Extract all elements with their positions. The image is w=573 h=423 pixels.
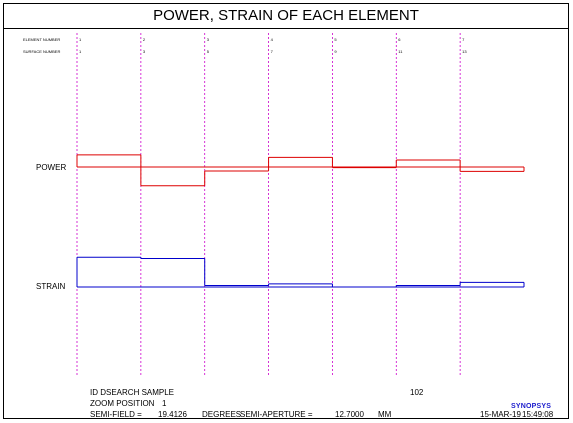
surface-number-label: 11: [398, 49, 403, 54]
element-number-label: 1: [79, 37, 82, 42]
semi-field-unit: DEGREES: [202, 410, 242, 419]
element-number-label: 2: [143, 37, 146, 42]
semi-field-label: SEMI-FIELD =: [90, 410, 142, 419]
element-number-label: 3: [207, 37, 210, 42]
surface-number-label: 7: [271, 49, 274, 54]
element-number-label: 7: [462, 37, 465, 42]
zoom-value: 1: [162, 399, 167, 408]
element-number-label: 6: [398, 37, 401, 42]
element-number-label: 4: [271, 37, 274, 42]
element-number-row-label: ELEMENT NUMBER: [23, 37, 60, 42]
date-stamp: 15-MAR-19: [480, 410, 521, 419]
semi-aperture-unit: MM: [378, 410, 392, 419]
time-stamp: 15:49:08: [522, 410, 554, 419]
surface-number-label: 3: [143, 49, 146, 54]
semi-aperture-label: SEMI-APERTURE =: [240, 410, 313, 419]
element-number-label: 5: [334, 37, 337, 42]
surface-number-label: 9: [334, 49, 337, 54]
surface-number-label: 1: [79, 49, 82, 54]
plot-frame: [3, 3, 569, 419]
surface-number-row-label: SURFACE NUMBER: [23, 49, 60, 54]
chart-title: POWER, STRAIN OF EACH ELEMENT: [3, 3, 569, 29]
synopsys-logo: SYNOPSYS: [511, 403, 552, 410]
surface-number-label: 5: [207, 49, 210, 54]
surface-number-label: 13: [462, 49, 467, 54]
id-line: ID DSEARCH SAMPLE: [90, 388, 175, 397]
zoom-label: ZOOM POSITION: [90, 399, 155, 408]
id-number: 102: [410, 388, 424, 397]
power-series-label: POWER: [36, 163, 66, 172]
strain-series-label: STRAIN: [36, 282, 66, 291]
semi-field-value: 19.4126: [158, 410, 187, 419]
semi-aperture-value: 12.7000: [335, 410, 364, 419]
